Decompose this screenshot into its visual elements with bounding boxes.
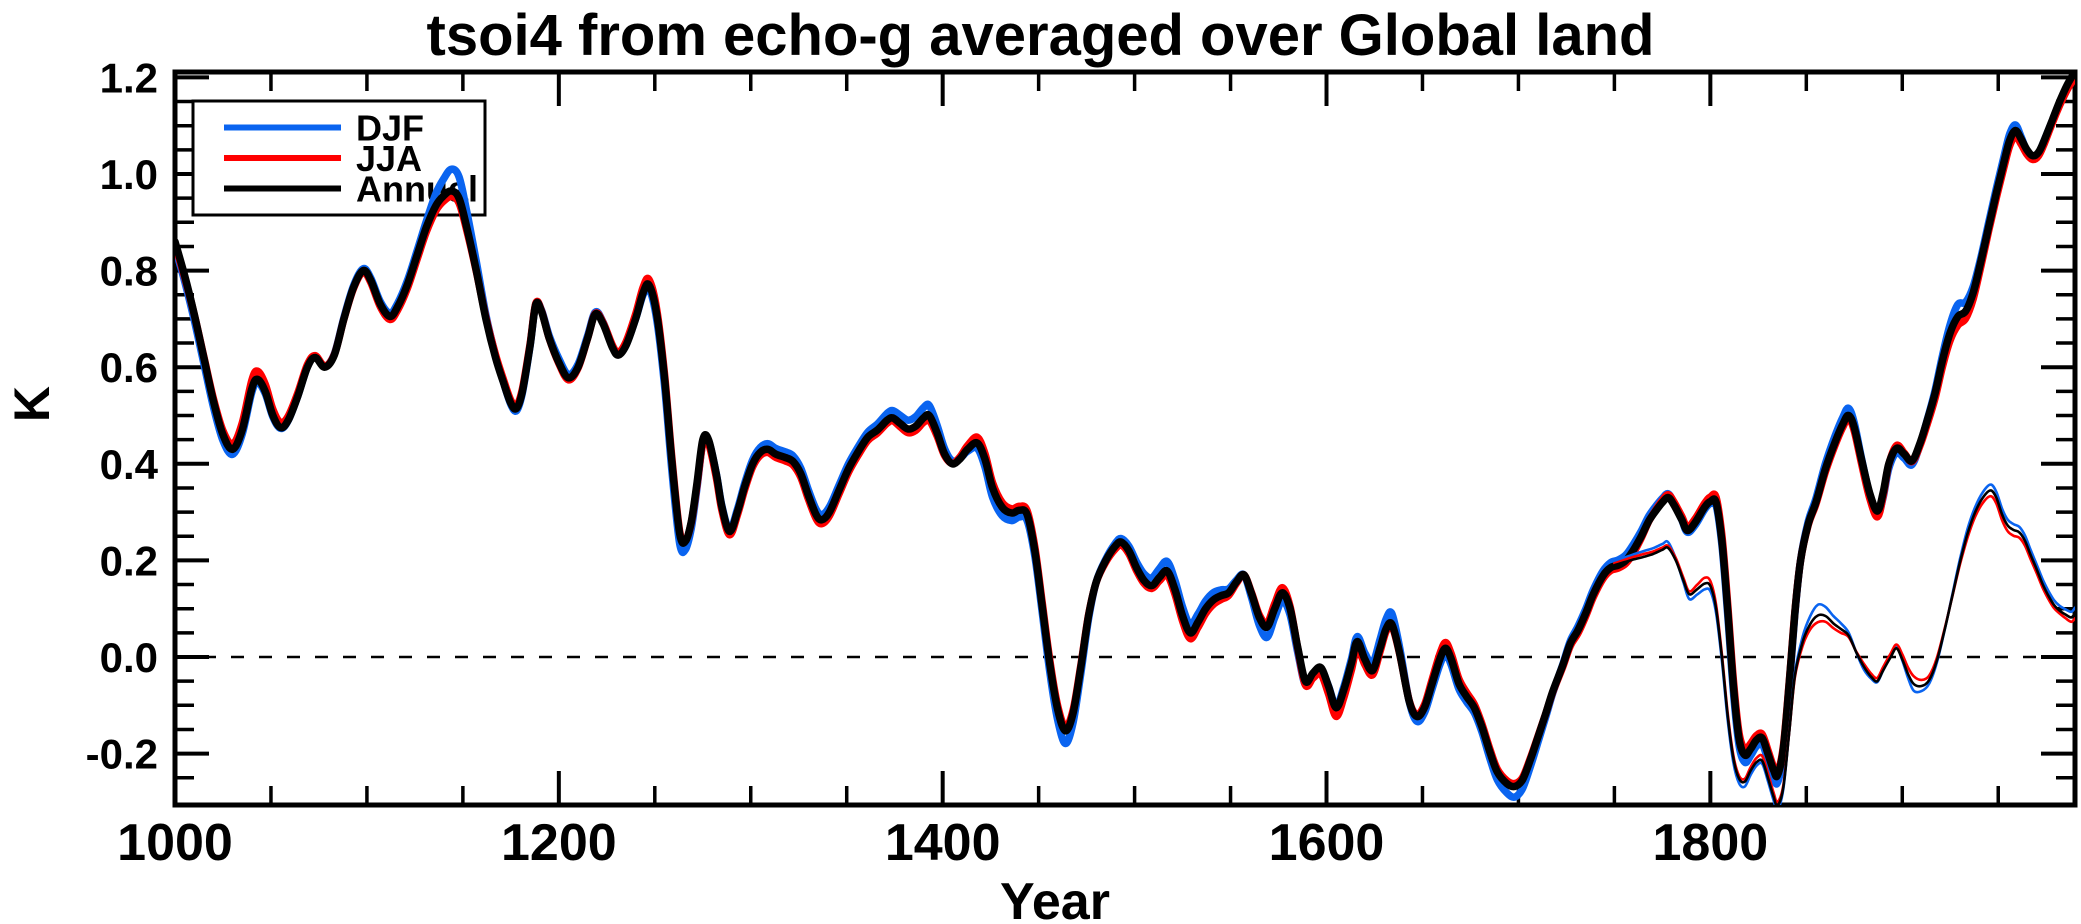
x-tick-label: 1800 bbox=[1653, 814, 1769, 872]
x-tick-label: 1600 bbox=[1269, 814, 1385, 872]
y-tick-label: 1.0 bbox=[100, 151, 158, 198]
legend-label-djf: DJF bbox=[356, 108, 424, 149]
x-tick-label: 1200 bbox=[501, 814, 617, 872]
y-tick-label: 1.2 bbox=[100, 54, 158, 101]
y-tick-label: 0.4 bbox=[100, 441, 159, 488]
x-tick-label: 1400 bbox=[885, 814, 1001, 872]
legend-label-jja: JJA bbox=[356, 138, 422, 179]
y-tick-label: 0.2 bbox=[100, 537, 158, 584]
series-annual-thin bbox=[1613, 489, 2075, 805]
y-tick-label: 0.6 bbox=[100, 344, 158, 391]
y-tick-label: -0.2 bbox=[86, 731, 158, 778]
chart-title: tsoi4 from echo-g averaged over Global l… bbox=[426, 3, 1655, 68]
series-jja-thin bbox=[1613, 494, 2075, 804]
y-axis-title: K bbox=[4, 385, 60, 423]
x-tick-label: 1000 bbox=[117, 814, 233, 872]
x-axis-title: Year bbox=[1000, 873, 1110, 924]
y-tick-label: 0.0 bbox=[100, 634, 158, 681]
series-annual-thick bbox=[175, 72, 2075, 791]
y-tick-label: 0.8 bbox=[100, 248, 158, 295]
